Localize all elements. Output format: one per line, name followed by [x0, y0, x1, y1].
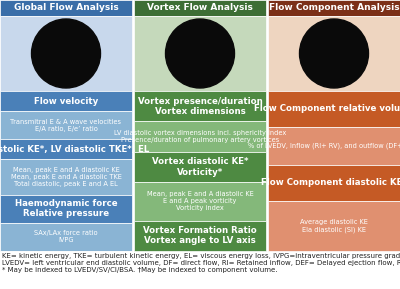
Text: LVEDV= left ventricular end diastolic volume, DF= direct flow, RI= Retained infl: LVEDV= left ventricular end diastolic vo… [2, 260, 400, 266]
Text: Vortex diastolic KE*
Vorticity*: Vortex diastolic KE* Vorticity* [152, 158, 248, 177]
Text: Mean, peak E and A diastolic KE
Mean, peak E and A diastolic TKE
Total diastolic: Mean, peak E and A diastolic KE Mean, pe… [10, 167, 122, 187]
Bar [268, 16, 400, 91]
Text: Vortex Flow Analysis: Vortex Flow Analysis [147, 3, 253, 12]
Bar [134, 182, 266, 221]
Text: LV diastolic vortex dimensions incl. sphericity index
Presence/duration of pulmo: LV diastolic vortex dimensions incl. sph… [114, 130, 286, 143]
Text: % of LVEDV, Inflow (RI+ RV), and outflow (DF+ DEF): % of LVEDV, Inflow (RI+ RV), and outflow… [248, 142, 400, 149]
Bar [268, 127, 400, 165]
Bar [134, 121, 266, 152]
Bar [0, 139, 132, 160]
Text: Global Flow Analysis: Global Flow Analysis [14, 3, 118, 12]
Text: Flow velocity: Flow velocity [34, 97, 98, 105]
Bar [134, 152, 266, 182]
Circle shape [32, 19, 100, 88]
Bar [134, 91, 266, 121]
Bar [0, 195, 132, 223]
Bar [0, 160, 132, 195]
Text: Vortex presence/duration
Vortex dimensions: Vortex presence/duration Vortex dimensio… [138, 97, 262, 116]
Bar [268, 91, 400, 127]
Bar [0, 16, 132, 91]
Text: Vortex Formation Ratio
Vortex angle to LV axis: Vortex Formation Ratio Vortex angle to L… [143, 226, 257, 245]
Bar [268, 201, 400, 251]
Bar [134, 0, 266, 16]
Text: Diastolic KE*, LV diastolic TKE*, EL: Diastolic KE*, LV diastolic TKE*, EL [0, 145, 150, 154]
Text: Flow Component diastolic KE†: Flow Component diastolic KE† [261, 178, 400, 187]
Circle shape [300, 19, 368, 88]
Bar [134, 16, 266, 91]
Text: Flow Component Analysis: Flow Component Analysis [269, 3, 399, 12]
Text: * May be indexed to LVEDV/SV/CI/BSA. †May be indexed to component volume.: * May be indexed to LVEDV/SV/CI/BSA. †Ma… [2, 267, 278, 273]
Text: Average diastolic KE
EIa diastolic (SI) KE: Average diastolic KE EIa diastolic (SI) … [300, 219, 368, 233]
Bar [134, 221, 266, 251]
Text: Mean, peak E and A diastolic KE
E and A peak vorticity
Vorticity index: Mean, peak E and A diastolic KE E and A … [147, 192, 253, 212]
Bar [0, 91, 132, 111]
Text: KE= kinetic energy, TKE= turbulent kinetic energy, EL= viscous energy loss, IVPG: KE= kinetic energy, TKE= turbulent kinet… [2, 253, 400, 259]
Bar [268, 0, 400, 16]
Text: Haemodynamic force
Relative pressure: Haemodynamic force Relative pressure [15, 199, 117, 218]
Bar [0, 111, 132, 139]
Circle shape [166, 19, 234, 88]
Text: Transmitral E & A wave velocities
E/A ratio, E/e’ ratio: Transmitral E & A wave velocities E/A ra… [10, 119, 122, 132]
Text: SAx/LAx force ratio
IVPG: SAx/LAx force ratio IVPG [34, 230, 98, 243]
Bar [0, 223, 132, 251]
Bar [268, 165, 400, 201]
Bar [0, 0, 132, 16]
Text: Flow Component relative volume: Flow Component relative volume [254, 105, 400, 114]
